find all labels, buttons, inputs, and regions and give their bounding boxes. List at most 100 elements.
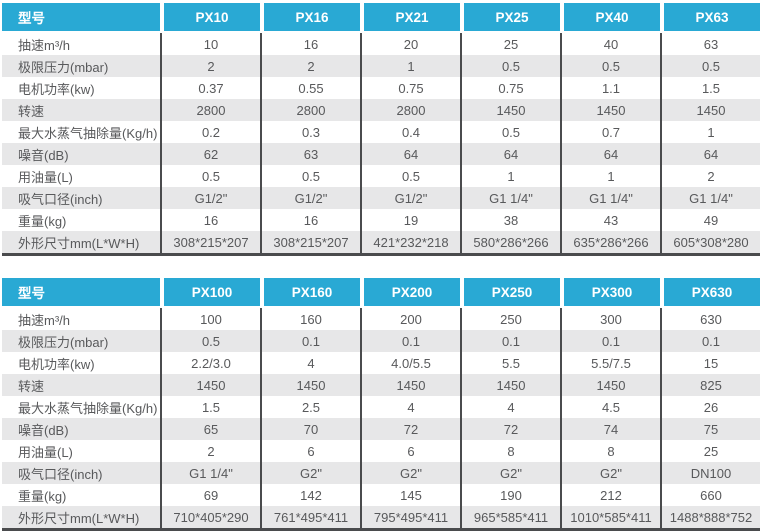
spec-cell: 605*308*280 [660,231,760,253]
spec-cell: 1450 [360,374,460,396]
spec-cell: 142 [260,484,360,506]
table-body: 抽速m³/h 10 16 20 25 40 63 极限压力(mbar) 2 2 1 0.5 0.5 0.5… [2,33,760,253]
spec-cell: 4 [460,396,560,418]
spec-cell: 64 [360,143,460,165]
spec-cell: G2" [260,462,360,484]
spec-cell: 5.5/7.5 [560,352,660,374]
model-column-header: 型号 [2,278,160,306]
spec-cell: 761*495*411 [260,506,360,528]
spec-cell: 64 [460,143,560,165]
spec-cell: 300 [560,308,660,330]
column-header-px630: PX630 [664,278,760,306]
spec-cell: 250 [460,308,560,330]
row-label: 转速 [18,378,45,394]
spec-cell: 0.75 [360,77,460,99]
row-label: 最大水蒸气抽除量(Kg/h) [18,125,158,141]
spec-cell: 70 [260,418,360,440]
row-label: 用油量(L) [18,444,73,460]
spec-cell: 1 [460,165,560,187]
spec-cell: 49 [660,209,760,231]
table-row: 抽速m³/h 100 160 200 250 300 630 [2,308,760,330]
row-label: 重量(kg) [18,488,67,504]
spec-cell: G1 1/4" [160,462,260,484]
spec-cell: 20 [360,33,460,55]
spec-cell: 795*495*411 [360,506,460,528]
column-header-px63: PX63 [664,3,760,31]
table-row: 外形尺寸mm(L*W*H) 308*215*207 308*215*207 421*2… [2,231,760,253]
spec-cell: 0.7 [560,121,660,143]
spec-cell: 0.1 [460,330,560,352]
spec-cell: 16 [260,209,360,231]
spec-cell: 1450 [460,99,560,121]
spec-cell: 2800 [360,99,460,121]
spec-cell: 72 [460,418,560,440]
spec-cell: 26 [660,396,760,418]
spec-cell: 0.5 [460,55,560,77]
spec-cell: 0.2 [160,121,260,143]
spec-cell: 710*405*290 [160,506,260,528]
table-row: 吸气口径(inch) G1/2" G1/2" G1/2" G1 1/4" G1 1/4" G… [2,187,760,209]
spec-cell: 64 [560,143,660,165]
table-row: 重量(kg) 16 16 19 38 43 49 [2,209,760,231]
spec-cell: G2" [360,462,460,484]
spec-cell: G2" [560,462,660,484]
spec-cell: 0.3 [260,121,360,143]
spec-cell: 1450 [260,374,360,396]
table-row: 最大水蒸气抽除量(Kg/h) 0.2 0.3 0.4 0.5 0.7 1 [2,121,760,143]
column-header-px10: PX10 [164,3,260,31]
table-row: 噪音(dB) 62 63 64 64 64 64 [2,143,760,165]
spec-cell: 8 [460,440,560,462]
spec-cell: 62 [160,143,260,165]
spec-cell: G2" [460,462,560,484]
spec-cell: 0.1 [360,330,460,352]
table-row: 外形尺寸mm(L*W*H) 710*405*290 761*495*411 795*4… [2,506,760,528]
spec-cell: 308*215*207 [260,231,360,253]
column-header-px21: PX21 [364,3,460,31]
table-row: 极限压力(mbar) 2 2 1 0.5 0.5 0.5 [2,55,760,77]
spec-cell: 2800 [260,99,360,121]
column-header-px250: PX250 [464,278,560,306]
spec-cell: 0.75 [460,77,560,99]
spec-cell: 0.37 [160,77,260,99]
spec-cell: 75 [660,418,760,440]
table-body: 抽速m³/h 100 160 200 250 300 630 极限压力(mbar) 0.5 0.1… [2,308,760,528]
spec-cell: 1450 [560,374,660,396]
spec-cell: 0.55 [260,77,360,99]
spec-cell: G1 1/4" [460,187,560,209]
spec-cell: 15 [660,352,760,374]
spec-cell: 1450 [460,374,560,396]
row-label: 噪音(dB) [18,422,69,438]
spec-cell: 2 [160,55,260,77]
spec-cell: 0.5 [160,165,260,187]
spec-cell: 19 [360,209,460,231]
spec-cell: 16 [260,33,360,55]
spec-cell: 6 [260,440,360,462]
spec-cell: 1010*585*411 [560,506,660,528]
spec-cell: 212 [560,484,660,506]
row-label: 极限压力(mbar) [18,334,109,350]
row-label: 噪音(dB) [18,147,69,163]
column-header-px25: PX25 [464,3,560,31]
spec-cell: 4 [260,352,360,374]
spec-table-small-models: 型号 PX10 PX16 PX21 PX25 PX40 PX63 抽速m³/h 10 16 20 25… [2,3,760,256]
spec-cell: 965*585*411 [460,506,560,528]
spec-cell: 8 [560,440,660,462]
spec-cell: 100 [160,308,260,330]
row-label: 重量(kg) [18,213,67,229]
spec-cell: 72 [360,418,460,440]
spec-cell: 1488*888*752 [660,506,760,528]
table-row: 吸气口径(inch) G1 1/4" G2" G2" G2" G2" DN100 [2,462,760,484]
spec-cell: 1.1 [560,77,660,99]
spec-cell: 6 [360,440,460,462]
spec-cell: 43 [560,209,660,231]
spec-cell: 580*286*266 [460,231,560,253]
table-row: 电机功率(kw) 2.2/3.0 4 4.0/5.5 5.5 5.5/7.5 15 [2,352,760,374]
spec-cell: 0.1 [260,330,360,352]
spec-cell: 0.1 [560,330,660,352]
table-row: 电机功率(kw) 0.37 0.55 0.75 0.75 1.1 1.5 [2,77,760,99]
row-label: 吸气口径(inch) [18,191,103,207]
spec-cell: 2 [260,55,360,77]
column-header-px40: PX40 [564,3,660,31]
spec-cell: 4 [360,396,460,418]
spec-cell: 0.5 [460,121,560,143]
